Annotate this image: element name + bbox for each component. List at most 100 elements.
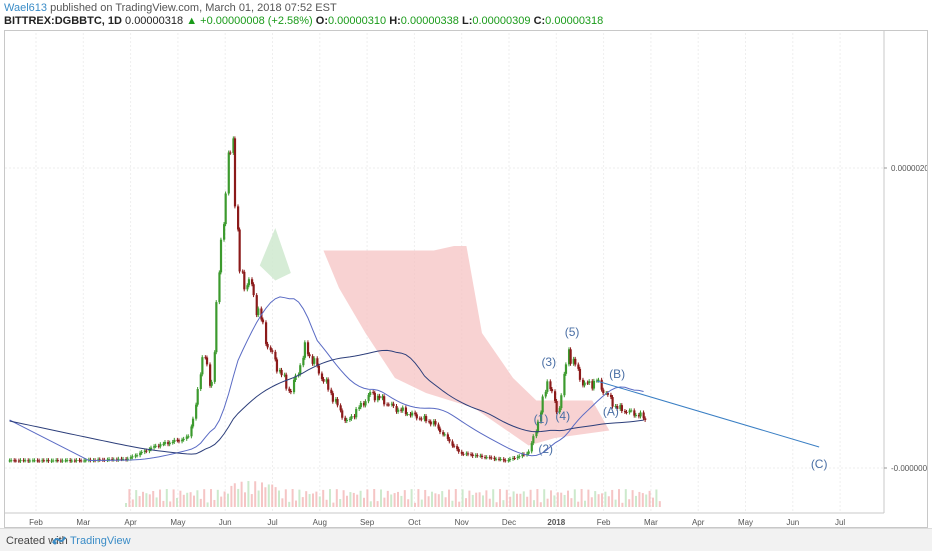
candle-body [271,350,274,352]
x-tick-label: Oct [408,518,421,527]
volume-bar [434,493,437,507]
y-tick-label: -0.00000000 [891,464,927,473]
candle-body [56,460,59,462]
volume-bar [125,503,127,507]
volume-bar [475,492,478,507]
volume-bar [577,501,580,507]
candle-body [513,458,516,460]
candle-body [358,407,361,409]
volume-bar [431,491,433,507]
candle-body [400,409,403,411]
candle-body [507,460,510,462]
candle-body [614,405,617,407]
volume-bar [165,489,168,507]
candle-body [227,152,230,194]
candle-body [55,460,58,462]
ichimoku-cloud-bearish [323,246,610,446]
candle-body [564,364,568,374]
candle-body [129,457,132,459]
volume-bar [267,484,270,507]
x-tick-label: Jul [267,518,277,527]
candle-body [288,388,291,392]
candle-body [364,401,367,406]
candle-body [159,444,162,447]
volume-bar [179,490,182,507]
candle-body [616,405,619,409]
candle-body [619,405,622,409]
candle-body [162,443,165,445]
volume-bar [349,492,352,507]
candle-body [280,369,283,376]
volume-bar [359,490,362,507]
candle-body [8,460,11,462]
candle-body [457,449,460,452]
candle-body [108,459,111,461]
candle-body [233,138,237,207]
projection-trendline[interactable] [596,380,820,448]
volume-bar [305,491,308,507]
candle-body [266,343,269,348]
candle-body [432,421,435,425]
x-tick-label: Jun [786,518,799,527]
candle-body [581,379,585,386]
candle-body [136,455,139,457]
candle-body [289,391,293,393]
candle-body [546,381,549,392]
candle-body [149,447,153,450]
x-tick-label: 2018 [547,518,565,527]
candle-body [218,272,221,303]
candle-body [306,342,310,355]
candle-body [241,271,244,273]
candle-body [264,322,268,344]
candle-body [210,381,213,386]
x-tick-label: Apr [124,518,137,527]
high-label: H: [389,15,401,27]
chart-area[interactable]: (1) (2) (3) (4) (5) (A) (B) (C) -0.00000000 0.000… [4,30,928,528]
volume-bar [237,488,240,507]
author-link[interactable]: Wael613 [4,2,48,14]
volume-bar [454,489,457,507]
change-value: +0.00000008 (+2.58%) [200,15,313,27]
volume-bar [560,492,563,507]
candle-body [33,460,36,462]
volume-bar [308,494,311,507]
candle-body [140,452,143,454]
candle-body [644,418,647,420]
candle-body [134,455,137,457]
volume-bar [363,497,365,507]
candle-body [70,460,73,462]
volume-bar [580,489,583,507]
candle-body [386,404,389,406]
tradingview-brand-link[interactable]: TradingView [70,535,131,547]
candle-body [24,460,27,462]
volume-bar [295,500,297,507]
candle-body [261,319,265,323]
candle-body [602,389,605,394]
candle-body [499,459,502,461]
candle-body [521,454,524,457]
candle-body [320,373,324,379]
candle-body [502,459,505,461]
candle-body [167,442,170,445]
candle-body [567,349,571,365]
ohlc-bar: BITTREX:DGBBTC, 1D 0.00000318 ▲ +0.00000… [4,15,603,27]
candle-body [80,460,83,462]
price-chart[interactable]: (1) (2) (3) (4) (5) (A) (B) (C) -0.00000000 0.000… [5,31,927,527]
volume-bar [148,494,151,507]
candle-body [10,460,13,462]
candle-body [359,402,362,408]
candle-body [339,405,342,411]
volume-bar [533,500,535,507]
candle-body [628,410,631,413]
volume-bar [172,489,175,507]
volume-bar [128,489,131,507]
symbol-label: BITTREX:DGBBTC, 1D [4,15,122,27]
candle-body [494,458,498,460]
candle-body [163,442,167,444]
candle-body [572,358,575,364]
ichimoku-cloud-bullish [259,228,291,281]
volume-bar [471,494,474,507]
moving-average-long [9,349,644,455]
volume-bar [407,499,410,507]
candle-body [376,395,380,401]
